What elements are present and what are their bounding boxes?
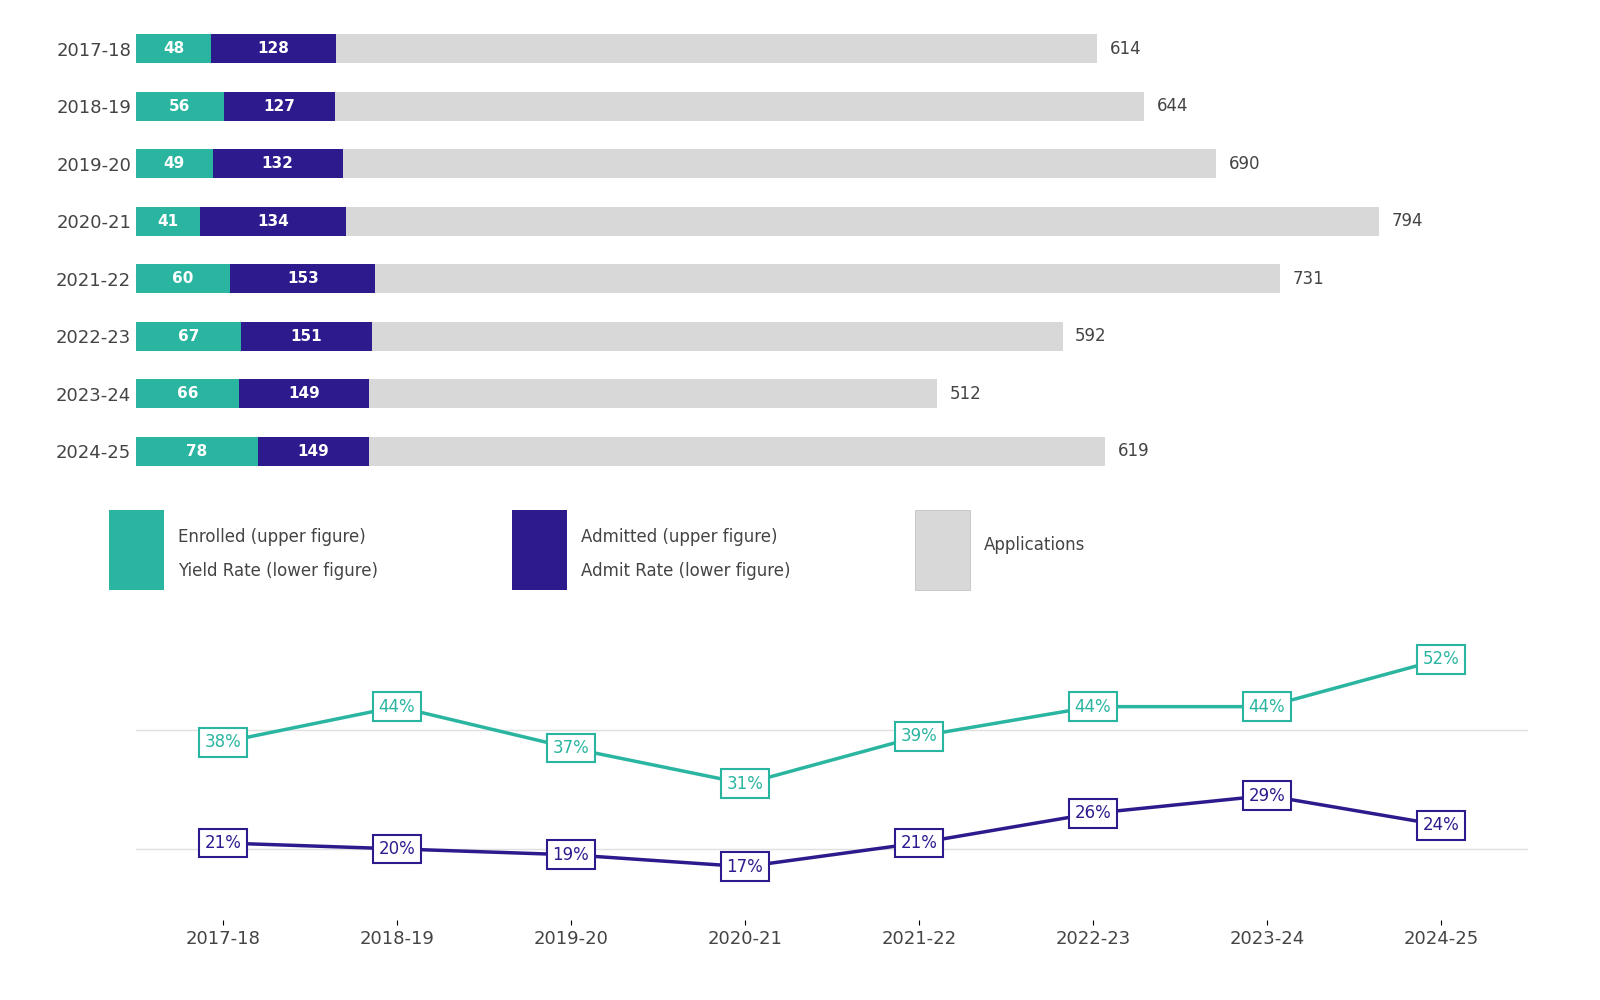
Text: 134: 134 bbox=[258, 214, 290, 229]
Text: Yield Rate (lower figure): Yield Rate (lower figure) bbox=[178, 562, 378, 580]
Bar bbox=[136, 149, 1216, 178]
Bar bbox=[136, 437, 370, 466]
Text: 127: 127 bbox=[264, 99, 294, 114]
Text: 60: 60 bbox=[173, 271, 194, 286]
Bar bbox=[136, 207, 1379, 236]
Text: 48: 48 bbox=[163, 41, 184, 56]
Text: 52%: 52% bbox=[1422, 650, 1459, 668]
Bar bbox=[136, 379, 240, 408]
Bar bbox=[512, 510, 566, 590]
Bar bbox=[136, 322, 373, 351]
Text: 614: 614 bbox=[1110, 40, 1141, 58]
Text: 731: 731 bbox=[1293, 270, 1325, 288]
Text: 66: 66 bbox=[178, 386, 198, 401]
Bar bbox=[136, 207, 200, 236]
Text: 619: 619 bbox=[1117, 442, 1149, 460]
Bar bbox=[136, 34, 211, 63]
Bar bbox=[136, 322, 1062, 351]
Text: 44%: 44% bbox=[1248, 698, 1285, 716]
Text: 512: 512 bbox=[950, 385, 982, 403]
Bar bbox=[136, 34, 336, 63]
Bar bbox=[136, 92, 1144, 121]
Text: 690: 690 bbox=[1229, 155, 1261, 173]
Bar bbox=[136, 92, 334, 121]
Bar bbox=[136, 207, 346, 236]
Text: Applications: Applications bbox=[984, 536, 1086, 554]
Bar bbox=[136, 437, 258, 466]
Text: 149: 149 bbox=[288, 386, 320, 401]
Text: 39%: 39% bbox=[901, 727, 938, 745]
Text: 794: 794 bbox=[1392, 212, 1422, 230]
Text: 19%: 19% bbox=[552, 846, 589, 864]
Text: 21%: 21% bbox=[901, 834, 938, 852]
Text: Admit Rate (lower figure): Admit Rate (lower figure) bbox=[581, 562, 790, 580]
Text: 56: 56 bbox=[170, 99, 190, 114]
Text: 132: 132 bbox=[262, 156, 293, 171]
Text: 149: 149 bbox=[298, 444, 330, 459]
Bar bbox=[136, 149, 342, 178]
Text: 21%: 21% bbox=[205, 834, 242, 852]
Bar bbox=[136, 264, 376, 293]
Bar bbox=[136, 379, 938, 408]
Text: Admitted (upper figure): Admitted (upper figure) bbox=[581, 528, 778, 546]
Text: 592: 592 bbox=[1075, 327, 1107, 345]
Text: 644: 644 bbox=[1157, 97, 1189, 115]
Text: 26%: 26% bbox=[1075, 804, 1112, 822]
Text: 20%: 20% bbox=[379, 840, 416, 858]
Text: 41: 41 bbox=[157, 214, 179, 229]
Bar bbox=[136, 264, 1280, 293]
Text: 49: 49 bbox=[163, 156, 186, 171]
Text: 38%: 38% bbox=[205, 733, 242, 751]
Bar bbox=[136, 322, 242, 351]
Text: 31%: 31% bbox=[726, 775, 763, 793]
Bar bbox=[136, 437, 1106, 466]
Text: 153: 153 bbox=[286, 271, 318, 286]
Text: 37%: 37% bbox=[552, 739, 589, 757]
Bar bbox=[136, 149, 213, 178]
Text: 24%: 24% bbox=[1422, 816, 1459, 834]
Text: 67: 67 bbox=[178, 329, 198, 344]
Bar bbox=[136, 92, 224, 121]
Text: 29%: 29% bbox=[1248, 787, 1285, 805]
Text: 151: 151 bbox=[291, 329, 323, 344]
Text: 128: 128 bbox=[258, 41, 290, 56]
Bar bbox=[136, 379, 370, 408]
Bar bbox=[136, 264, 230, 293]
Text: 78: 78 bbox=[187, 444, 208, 459]
Text: 44%: 44% bbox=[1075, 698, 1112, 716]
Text: 17%: 17% bbox=[726, 858, 763, 876]
Bar bbox=[136, 34, 1098, 63]
Text: 44%: 44% bbox=[379, 698, 416, 716]
Text: Enrolled (upper figure): Enrolled (upper figure) bbox=[178, 528, 366, 546]
Bar bbox=[915, 510, 970, 590]
Bar bbox=[109, 510, 163, 590]
